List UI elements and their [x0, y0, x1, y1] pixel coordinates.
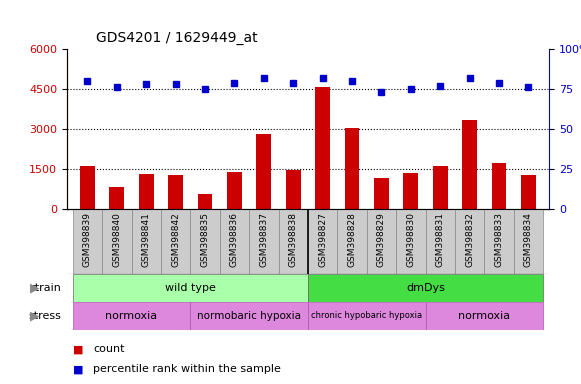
Bar — [249, 209, 278, 274]
Bar — [492, 163, 507, 209]
Text: ■: ■ — [73, 364, 83, 374]
Bar — [308, 209, 338, 274]
Text: GSM398842: GSM398842 — [171, 212, 180, 267]
Text: GSM398834: GSM398834 — [524, 212, 533, 267]
Text: GSM398827: GSM398827 — [318, 212, 327, 267]
Bar — [161, 209, 191, 274]
Bar — [345, 128, 360, 209]
Bar — [338, 209, 367, 274]
Bar — [433, 166, 447, 209]
Bar — [403, 173, 418, 209]
Text: GSM398832: GSM398832 — [465, 212, 474, 267]
Bar — [131, 209, 161, 274]
Text: GSM398833: GSM398833 — [494, 212, 504, 267]
Bar — [168, 175, 183, 209]
Bar — [308, 274, 543, 302]
Text: count: count — [93, 344, 124, 354]
Bar — [521, 175, 536, 209]
Bar — [102, 209, 131, 274]
Text: GSM398836: GSM398836 — [230, 212, 239, 267]
Text: GSM398831: GSM398831 — [436, 212, 444, 267]
Bar — [191, 302, 308, 330]
Bar — [73, 209, 102, 274]
Bar — [73, 274, 308, 302]
Bar — [455, 209, 485, 274]
Bar — [374, 177, 389, 209]
Bar — [367, 209, 396, 274]
Text: GSM398835: GSM398835 — [200, 212, 210, 267]
Text: percentile rank within the sample: percentile rank within the sample — [93, 364, 281, 374]
Bar — [191, 209, 220, 274]
Bar — [227, 172, 242, 209]
Text: stress: stress — [28, 311, 61, 321]
Bar — [73, 302, 191, 330]
Text: GSM398837: GSM398837 — [259, 212, 268, 267]
Bar — [109, 187, 124, 209]
Text: ■: ■ — [73, 344, 83, 354]
Bar — [315, 87, 330, 209]
Bar — [462, 121, 477, 209]
Bar — [139, 174, 153, 209]
Text: wild type: wild type — [165, 283, 216, 293]
Text: ▶: ▶ — [30, 310, 40, 323]
Text: strain: strain — [29, 283, 61, 293]
Text: GSM398838: GSM398838 — [289, 212, 297, 267]
Text: normoxia: normoxia — [458, 311, 511, 321]
Text: GDS4201 / 1629449_at: GDS4201 / 1629449_at — [96, 31, 257, 45]
Text: GSM398830: GSM398830 — [406, 212, 415, 267]
Text: GSM398841: GSM398841 — [142, 212, 150, 267]
Text: ▶: ▶ — [30, 281, 40, 295]
Bar — [514, 209, 543, 274]
Text: GSM398829: GSM398829 — [377, 212, 386, 267]
Bar — [485, 209, 514, 274]
Bar — [396, 209, 425, 274]
Text: dmDys: dmDys — [406, 283, 445, 293]
Text: chronic hypobaric hypoxia: chronic hypobaric hypoxia — [311, 311, 422, 321]
Bar — [278, 209, 308, 274]
Bar — [220, 209, 249, 274]
Bar — [80, 166, 95, 209]
Text: normoxia: normoxia — [105, 311, 157, 321]
Bar — [425, 302, 543, 330]
Bar — [256, 134, 271, 209]
Text: normobaric hypoxia: normobaric hypoxia — [197, 311, 301, 321]
Bar — [198, 194, 213, 209]
Text: GSM398828: GSM398828 — [347, 212, 357, 267]
Bar — [308, 302, 425, 330]
Bar — [425, 209, 455, 274]
Bar — [286, 169, 300, 209]
Text: GSM398839: GSM398839 — [83, 212, 92, 267]
Text: GSM398840: GSM398840 — [112, 212, 121, 267]
